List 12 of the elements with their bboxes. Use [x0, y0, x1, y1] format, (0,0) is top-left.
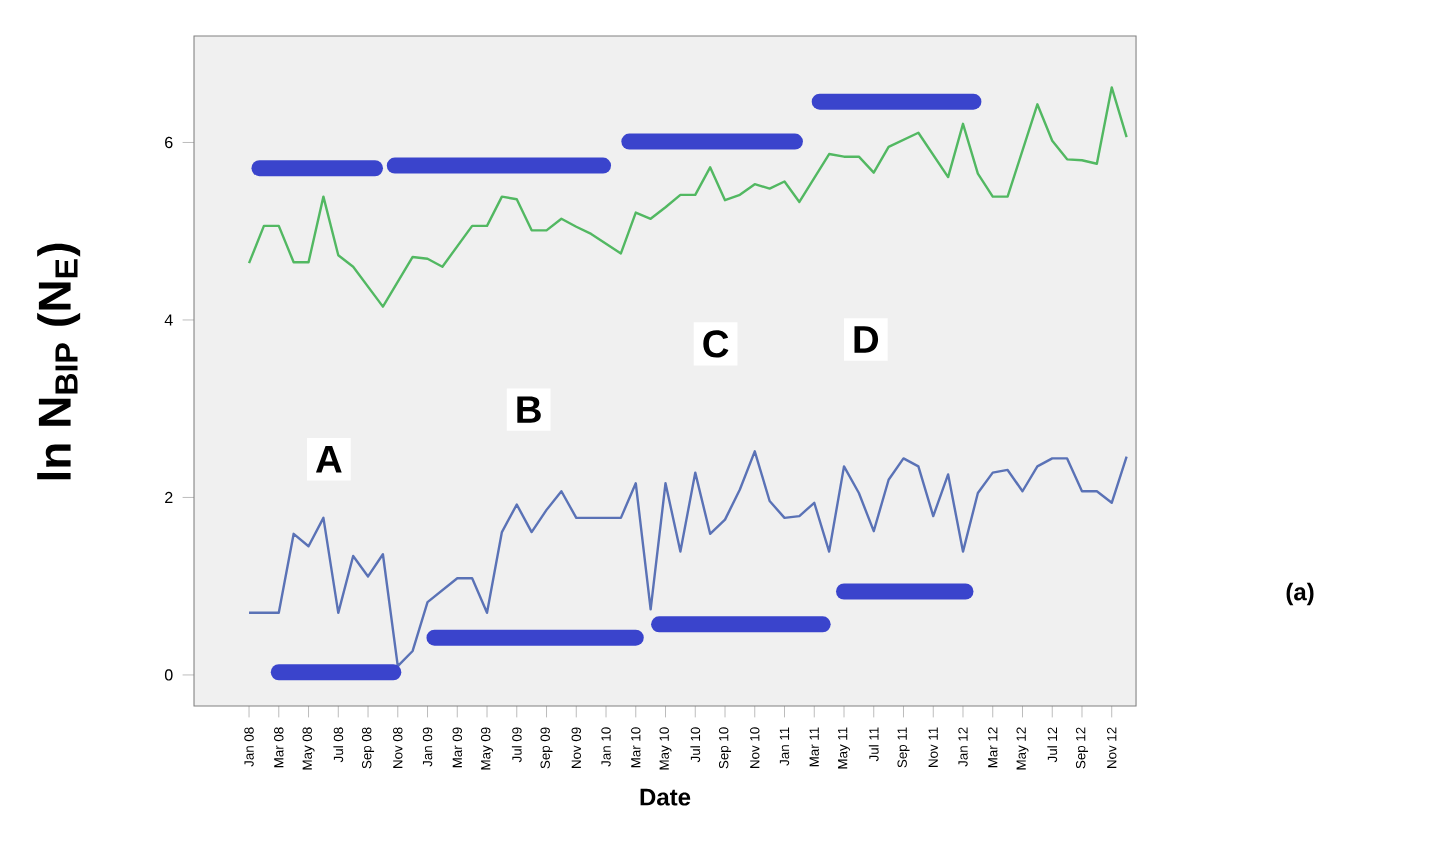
annotation: D: [854, 326, 879, 353]
y-tick-label: 0: [164, 669, 173, 681]
x-axis-title: Date: [640, 788, 691, 806]
y-tick-label: 4: [164, 314, 173, 326]
y-tick-label: 2: [165, 491, 173, 504]
y-tick-label: 6: [165, 136, 173, 149]
annotation: C: [703, 330, 729, 358]
y-axis-title: ln N$_{BIP}$ (N$_{E}$): [37, 243, 81, 480]
line-series: [247, 86, 1128, 308]
annotation: B: [517, 396, 541, 423]
annotation: A: [315, 446, 342, 473]
text: (a): [1286, 582, 1314, 606]
